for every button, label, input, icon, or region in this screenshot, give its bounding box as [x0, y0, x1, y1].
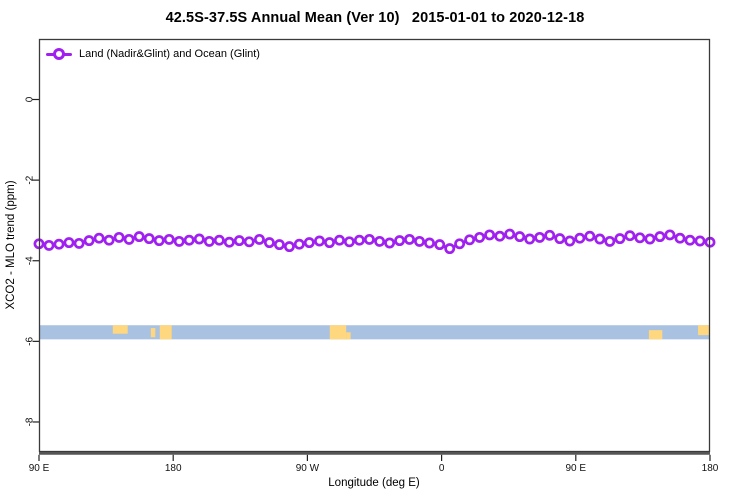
y-tick-label: -4	[25, 256, 36, 265]
series-point	[594, 233, 606, 245]
series-point	[634, 232, 646, 244]
legend: Land (Nadir&Glint) and Ocean (Glint)	[46, 47, 260, 61]
series-point	[664, 229, 676, 241]
y-tick-label: -2	[25, 175, 36, 184]
series-point	[133, 231, 145, 243]
series-point	[53, 238, 65, 250]
series-point	[424, 237, 435, 249]
series-point	[193, 233, 205, 245]
land-patch	[648, 330, 663, 340]
series-point	[353, 234, 365, 246]
series-point	[293, 238, 305, 250]
series-point	[83, 235, 95, 247]
y-tick-label: 0	[25, 96, 36, 102]
x-tick-label: 90 E	[29, 463, 50, 474]
series-point	[614, 233, 626, 245]
x-tick-label: 180	[165, 463, 182, 474]
plot-box	[38, 38, 711, 453]
series-point	[153, 235, 165, 247]
series-point	[604, 235, 616, 247]
x-tick-label: 90 E	[566, 463, 587, 474]
ocean-band	[39, 325, 710, 340]
series-point	[624, 230, 636, 242]
series-point	[434, 239, 446, 251]
series-point	[574, 232, 586, 244]
series-point	[113, 231, 125, 243]
series-point	[474, 231, 486, 243]
series-point	[183, 234, 195, 246]
series-point	[203, 235, 215, 247]
series-point	[544, 229, 556, 241]
x-axis-label: Longitude (deg E)	[328, 477, 420, 489]
series-point	[584, 230, 596, 242]
series-point	[644, 233, 656, 245]
land-patch	[112, 325, 128, 334]
series-point	[494, 230, 506, 242]
series-point	[654, 231, 666, 243]
series-point	[314, 235, 325, 247]
series-point	[554, 233, 566, 245]
land-patch	[150, 328, 156, 338]
series-point	[283, 241, 295, 253]
series-point	[394, 235, 406, 247]
land-patch	[159, 325, 172, 340]
series-point	[213, 234, 225, 246]
legend-circle-icon	[53, 47, 65, 60]
series-point	[534, 231, 546, 243]
x-tick-label: 90 W	[296, 463, 320, 474]
series-point	[43, 239, 55, 251]
series-point	[674, 232, 686, 244]
x-tick-label: 0	[439, 463, 445, 474]
land-patch	[698, 325, 710, 336]
series-point	[374, 235, 386, 247]
series-point	[163, 233, 175, 245]
series-point	[73, 237, 85, 249]
series-point	[103, 234, 115, 246]
series-point	[484, 229, 496, 241]
series-point	[694, 235, 706, 247]
series-point	[454, 238, 466, 250]
series-point	[444, 243, 456, 255]
series-point	[263, 237, 275, 249]
series-point	[143, 233, 155, 245]
series-point	[93, 232, 105, 244]
series-point	[464, 234, 476, 246]
series-point	[63, 237, 75, 249]
y-axis-label: XCO2 - MLO trend (ppm)	[5, 180, 17, 310]
y-tick-label: -8	[25, 417, 36, 426]
series-point	[384, 237, 396, 249]
series-point	[504, 228, 516, 240]
series-point	[363, 233, 375, 245]
series-point	[334, 234, 345, 246]
series-point	[173, 235, 185, 247]
y-tick-label: -6	[25, 336, 36, 345]
land-patch	[346, 332, 351, 340]
series-point	[564, 235, 576, 247]
chart-title: 42.5S-37.5S Annual Mean (Ver 10) 2015-01…	[165, 10, 585, 26]
series-point	[253, 233, 265, 245]
legend-label: Land (Nadir&Glint) and Ocean (Glint)	[79, 48, 260, 60]
series-point	[303, 237, 315, 249]
land-patch	[329, 325, 347, 340]
series-point	[684, 234, 696, 246]
series-point	[514, 231, 526, 243]
series-point	[524, 233, 536, 245]
series-point	[243, 236, 255, 248]
series-point	[343, 236, 355, 248]
series-point	[414, 235, 425, 247]
legend-series-marker-icon	[46, 47, 72, 61]
series-point	[123, 233, 135, 245]
x-tick-label: 180	[702, 463, 719, 474]
series-point	[223, 236, 235, 248]
series-point	[233, 235, 245, 247]
series-point	[404, 233, 415, 245]
series-point	[273, 239, 285, 251]
series-point	[324, 237, 335, 249]
